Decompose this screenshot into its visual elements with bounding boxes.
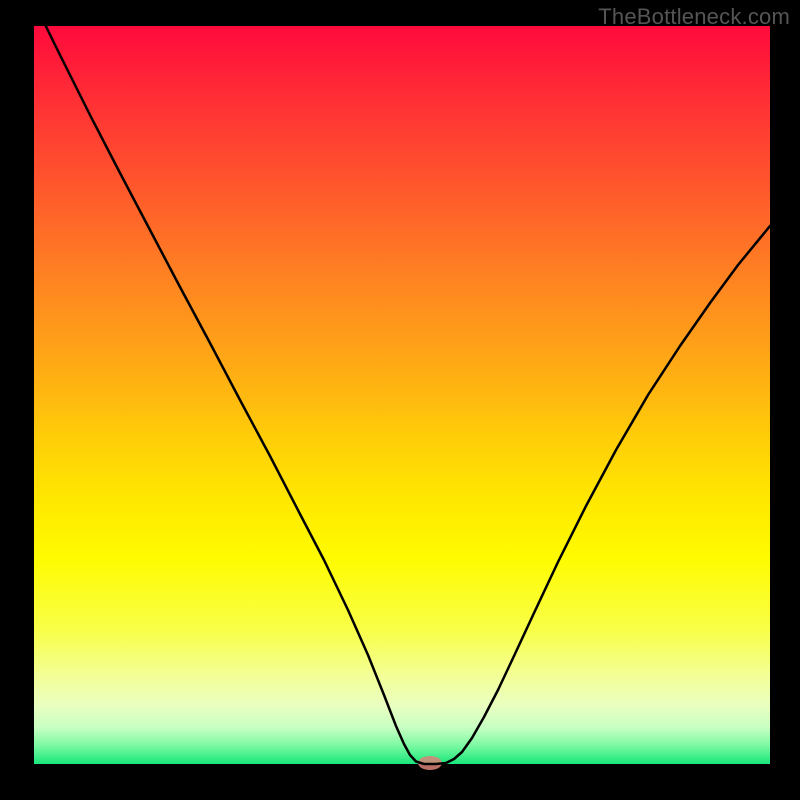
chart-container: TheBottleneck.com <box>0 0 800 800</box>
bottleneck-chart <box>0 0 800 800</box>
watermark-text: TheBottleneck.com <box>598 4 790 30</box>
plot-background <box>34 26 770 764</box>
